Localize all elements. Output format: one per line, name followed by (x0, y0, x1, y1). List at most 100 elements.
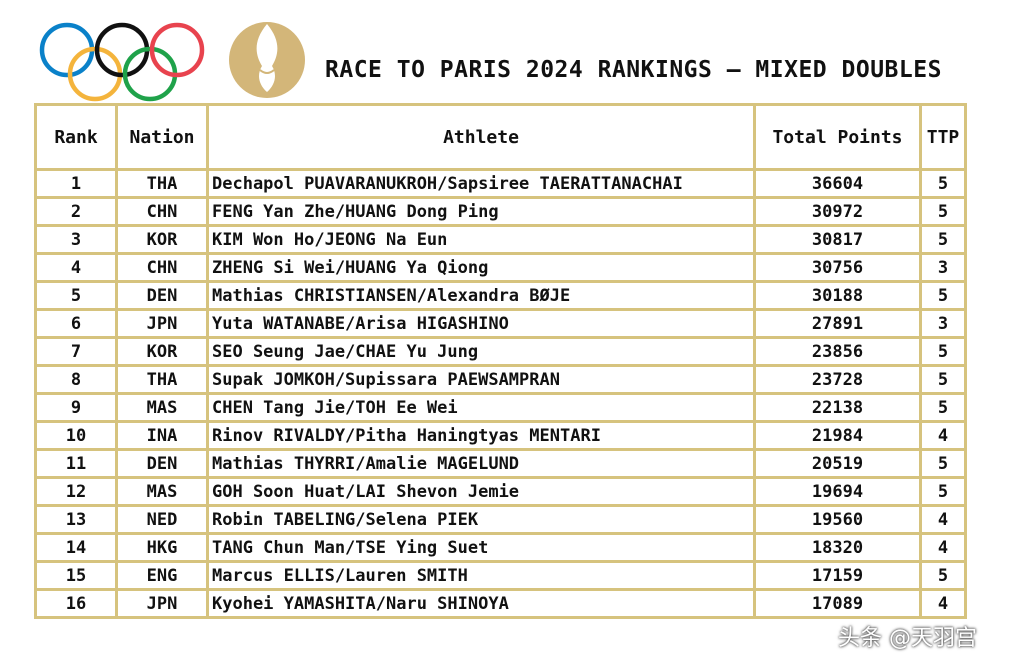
total-points-cell: 17089 (753, 588, 922, 619)
ttp-cell: 3 (919, 252, 967, 283)
rank-cell: 8 (34, 364, 118, 395)
rank-cell: 16 (34, 588, 118, 619)
nation-cell: NED (115, 504, 209, 535)
total-points-cell: 19694 (753, 476, 922, 507)
ttp-cell: 3 (919, 308, 967, 339)
rank-cell: 5 (34, 280, 118, 311)
table-row: 8 THA Supak JOMKOH/Supissara PAEWSAMPRAN 23… (34, 364, 967, 395)
table-row: 13 NED Robin TABELING/Selena PIEK 19560 4 (34, 504, 967, 535)
ttp-cell: 5 (919, 196, 967, 227)
total-points-cell: 18320 (753, 532, 922, 563)
table-row: 9 MAS CHEN Tang Jie/TOH Ee Wei 22138 5 (34, 392, 967, 423)
table-row: 15 ENG Marcus ELLIS/Lauren SMITH 17159 5 (34, 560, 967, 591)
ttp-cell: 5 (919, 448, 967, 479)
rank-cell: 9 (34, 392, 118, 423)
rank-cell: 4 (34, 252, 118, 283)
ttp-cell: 5 (919, 168, 967, 199)
nation-cell: JPN (115, 308, 209, 339)
total-points-cell: 19560 (753, 504, 922, 535)
athlete-cell: KIM Won Ho/JEONG Na Eun (206, 224, 756, 255)
logo-flame (256, 24, 278, 92)
ttp-cell: 4 (919, 532, 967, 563)
athlete-cell: Mathias THYRRI/Amalie MAGELUND (206, 448, 756, 479)
ttp-cell: 5 (919, 560, 967, 591)
nation-cell: CHN (115, 196, 209, 227)
table-row: 3 KOR KIM Won Ho/JEONG Na Eun 30817 5 (34, 224, 967, 255)
paris-logo (229, 22, 305, 98)
table-row: 6 JPN Yuta WATANABE/Arisa HIGASHINO 27891 3 (34, 308, 967, 339)
column-header: Athlete (206, 103, 756, 171)
athlete-cell: GOH Soon Huat/LAI Shevon Jemie (206, 476, 756, 507)
total-points-cell: 23856 (753, 336, 922, 367)
rank-cell: 1 (34, 168, 118, 199)
athlete-cell: Mathias CHRISTIANSEN/Alexandra BØJE (206, 280, 756, 311)
nation-cell: INA (115, 420, 209, 451)
logo-lips (259, 69, 275, 74)
total-points-cell: 30817 (753, 224, 922, 255)
ttp-cell: 5 (919, 364, 967, 395)
olympic-rings (39, 22, 205, 102)
total-points-cell: 17159 (753, 560, 922, 591)
table-row: 12 MAS GOH Soon Huat/LAI Shevon Jemie 19694… (34, 476, 967, 507)
total-points-cell: 30756 (753, 252, 922, 283)
athlete-cell: Kyohei YAMASHITA/Naru SHINOYA (206, 588, 756, 619)
athlete-cell: Yuta WATANABE/Arisa HIGASHINO (206, 308, 756, 339)
athlete-cell: Dechapol PUAVARANUKROH/Sapsiree TAERATTA… (206, 168, 756, 199)
column-header: Nation (115, 103, 209, 171)
ttp-cell: 5 (919, 392, 967, 423)
page-title: RACE TO PARIS 2024 RANKINGS – MIXED DOUB… (325, 57, 942, 83)
ttp-cell: 5 (919, 280, 967, 311)
nation-cell: CHN (115, 252, 209, 283)
table-row: 4 CHN ZHENG Si Wei/HUANG Ya Qiong 30756 3 (34, 252, 967, 283)
athlete-cell: Robin TABELING/Selena PIEK (206, 504, 756, 535)
ttp-cell: 4 (919, 588, 967, 619)
logos (39, 22, 305, 102)
column-header: Total Points (753, 103, 922, 171)
table-row: 1 THA Dechapol PUAVARANUKROH/Sapsiree TAER… (34, 168, 967, 199)
athlete-cell: SEO Seung Jae/CHAE Yu Jung (206, 336, 756, 367)
athlete-cell: ZHENG Si Wei/HUANG Ya Qiong (206, 252, 756, 283)
rank-cell: 3 (34, 224, 118, 255)
table-body: 1 THA Dechapol PUAVARANUKROH/Sapsiree TAER… (34, 168, 967, 619)
rank-cell: 6 (34, 308, 118, 339)
nation-cell: KOR (115, 224, 209, 255)
athlete-cell: FENG Yan Zhe/HUANG Dong Ping (206, 196, 756, 227)
total-points-cell: 22138 (753, 392, 922, 423)
table-row: 14 HKG TANG Chun Man/TSE Ying Suet 18320 4 (34, 532, 967, 563)
ttp-cell: 5 (919, 476, 967, 507)
nation-cell: KOR (115, 336, 209, 367)
rank-cell: 11 (34, 448, 118, 479)
table-row: 5 DEN Mathias CHRISTIANSEN/Alexandra BØJE 3… (34, 280, 967, 311)
column-header: Rank (34, 103, 118, 171)
rank-cell: 2 (34, 196, 118, 227)
total-points-cell: 27891 (753, 308, 922, 339)
table-row: 11 DEN Mathias THYRRI/Amalie MAGELUND 20519… (34, 448, 967, 479)
header-row: Rank Nation Athlete Total Points TTP (34, 103, 967, 171)
nation-cell: THA (115, 168, 209, 199)
total-points-cell: 21984 (753, 420, 922, 451)
total-points-cell: 30188 (753, 280, 922, 311)
rankings-table: Rank Nation Athlete Total Points TTP 1 THA Dec… (34, 103, 967, 619)
athlete-cell: Supak JOMKOH/Supissara PAEWSAMPRAN (206, 364, 756, 395)
rank-cell: 13 (34, 504, 118, 535)
total-points-cell: 23728 (753, 364, 922, 395)
ttp-cell: 4 (919, 420, 967, 451)
total-points-cell: 36604 (753, 168, 922, 199)
ttp-cell: 5 (919, 336, 967, 367)
nation-cell: JPN (115, 588, 209, 619)
rank-cell: 10 (34, 420, 118, 451)
rank-cell: 15 (34, 560, 118, 591)
ttp-cell: 5 (919, 224, 967, 255)
rank-cell: 7 (34, 336, 118, 367)
table-row: 2 CHN FENG Yan Zhe/HUANG Dong Ping 30972 5 (34, 196, 967, 227)
table-row: 16 JPN Kyohei YAMASHITA/Naru SHINOYA 17089 4 (34, 588, 967, 619)
watermark: 头条 @天羽宫 (838, 626, 977, 651)
ttp-cell: 4 (919, 504, 967, 535)
athlete-cell: TANG Chun Man/TSE Ying Suet (206, 532, 756, 563)
table-row: 10 INA Rinov RIVALDY/Pitha Haningtyas MENT… (34, 420, 967, 451)
athlete-cell: CHEN Tang Jie/TOH Ee Wei (206, 392, 756, 423)
nation-cell: MAS (115, 476, 209, 507)
nation-cell: THA (115, 364, 209, 395)
table-row: 7 KOR SEO Seung Jae/CHAE Yu Jung 23856 5 (34, 336, 967, 367)
